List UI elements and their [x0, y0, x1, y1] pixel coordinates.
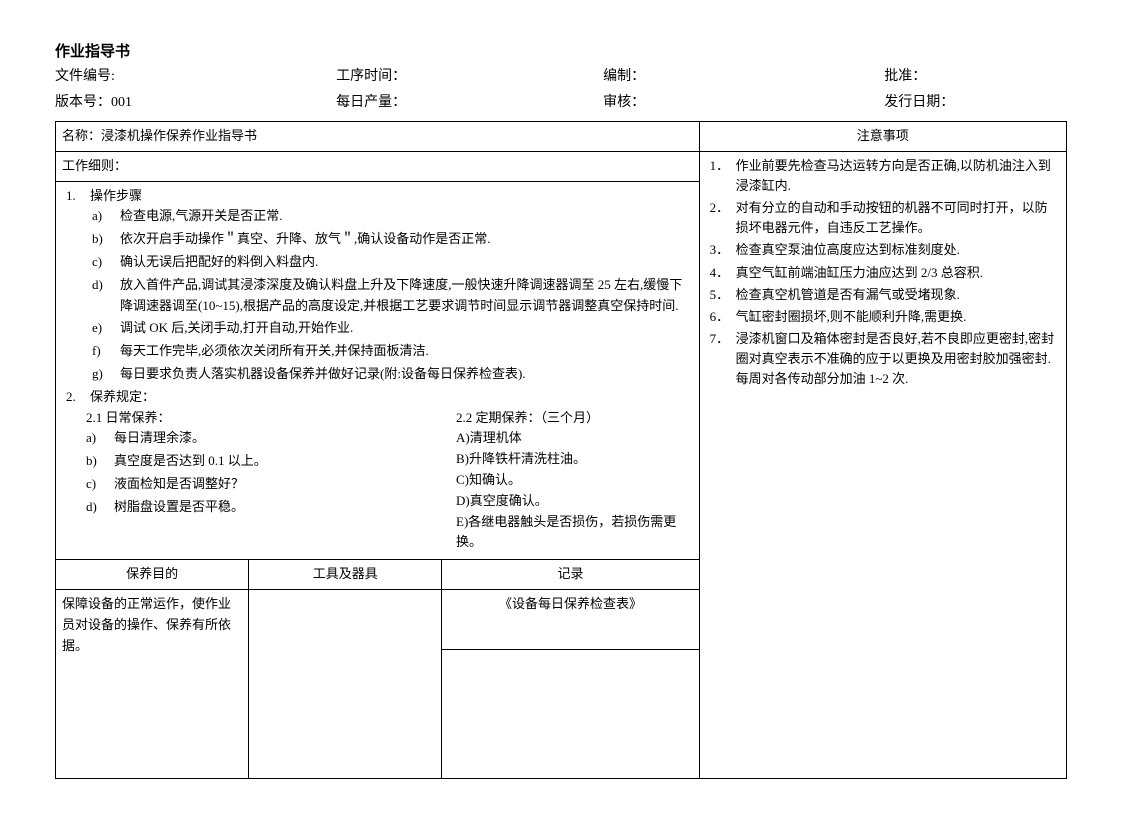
- work-detail-label: 工作细则：: [56, 151, 700, 181]
- work-detail-body: 1.操作步骤 a)检查电源,气源开关是否正常.b)依次开启手动操作＂真空、升降、…: [56, 181, 700, 560]
- notice-item: 3．检查真空泵油位高度应达到标准刻度处.: [710, 240, 1060, 260]
- meta-version: 版本号：001: [55, 91, 336, 111]
- periodic-item: D)真空度确认。: [456, 491, 693, 512]
- notice-item: 2．对有分立的自动和手动按钮的机器不可同时打开，以防损坏电器元件，自违反工艺操作…: [710, 198, 1060, 238]
- meta-approved: 批准：: [884, 65, 1067, 85]
- notice-item: 7．浸漆机窗口及箱体密封是否良好,若不良即应更密封,密封圈对真空表示不准确的应于…: [710, 329, 1060, 389]
- steps-title: 操作步骤: [90, 188, 142, 203]
- subheader-purpose: 保养目的: [56, 560, 249, 590]
- maint-title: 保养规定：: [90, 389, 155, 404]
- meta-row-1: 文件编号: 工序时间： 编制： 批准：: [55, 65, 1067, 85]
- empty-cell: [442, 649, 699, 778]
- step-item: c)确认无误后把配好的料倒入料盘内.: [92, 252, 693, 273]
- step-item: d)放入首件产品,调试其浸漆深度及确认料盘上升及下降速度,一般快速升降调速器调至…: [92, 275, 693, 317]
- periodic-item: B)升降铁杆清洗柱油。: [456, 449, 693, 470]
- meta-file-no: 文件编号:: [55, 65, 336, 85]
- step-item: b)依次开启手动操作＂真空、升降、放气＂,确认设备动作是否正常.: [92, 229, 693, 250]
- section-steps: 1.操作步骤 a)检查电源,气源开关是否正常.b)依次开启手动操作＂真空、升降、…: [66, 186, 693, 385]
- purpose-cell: 保障设备的正常运作，使作业员对设备的操作、保养有所依据。: [56, 589, 249, 778]
- section-maint: 2.保养规定： 2.1 日常保养： a)每日清理余漆。b)真空度是否达到 0.1…: [66, 387, 693, 553]
- document-title: 作业指导书: [55, 40, 1067, 61]
- step-item: e)调试 OK 后,关闭手动,打开自动,开始作业.: [92, 318, 693, 339]
- main-table: 名称：浸漆机操作保养作业指导书 注意事项 工作细则： 1．作业前要先检查马达运转…: [55, 121, 1067, 779]
- periodic-item: A)清理机体: [456, 428, 693, 449]
- meta-row-2: 版本号：001 每日产量： 审核： 发行日期：: [55, 91, 1067, 111]
- meta-issue-date: 发行日期：: [884, 91, 1067, 111]
- notice-item: 4．真空气缸前端油缸压力油应达到 2/3 总容积.: [710, 263, 1060, 283]
- step-item: a)检查电源,气源开关是否正常.: [92, 206, 693, 227]
- notice-item: 6．气缸密封圈损坏,则不能顺利升降,需更换.: [710, 307, 1060, 327]
- meta-prepared: 编制：: [603, 65, 884, 85]
- daily-item: b)真空度是否达到 0.1 以上。: [86, 451, 456, 472]
- daily-item: a)每日清理余漆。: [86, 428, 456, 449]
- record-cell: 《设备每日保养检查表》: [442, 589, 699, 649]
- meta-process-time: 工序时间：: [336, 65, 603, 85]
- periodic-title: 2.2 定期保养：（三个月）: [456, 408, 693, 429]
- subheader-tools: 工具及器具: [249, 560, 442, 590]
- daily-title: 2.1 日常保养：: [86, 408, 456, 429]
- meta-reviewed: 审核：: [603, 91, 884, 111]
- periodic-item: E)各继电器触头是否损伤，若损伤需更换。: [456, 512, 693, 554]
- step-item: g)每日要求负责人落实机器设备保养并做好记录(附:设备每日保养检查表).: [92, 364, 693, 385]
- daily-item: d)树脂盘设置是否平稳。: [86, 497, 456, 518]
- daily-item: c)液面检知是否调整好？: [86, 474, 456, 495]
- subheader-record: 记录: [442, 560, 699, 590]
- notice-title-cell: 注意事项: [699, 122, 1066, 152]
- notice-item: 1．作业前要先检查马达运转方向是否正确,以防机油注入到浸漆缸内.: [710, 156, 1060, 196]
- tools-cell: [249, 589, 442, 778]
- step-item: f)每天工作完毕,必须依次关闭所有开关,并保持面板清洁.: [92, 341, 693, 362]
- notice-body: 1．作业前要先检查马达运转方向是否正确,以防机油注入到浸漆缸内.2．对有分立的自…: [699, 151, 1066, 778]
- name-cell: 名称：浸漆机操作保养作业指导书: [56, 122, 700, 152]
- periodic-item: C)知确认。: [456, 470, 693, 491]
- meta-daily-output: 每日产量：: [336, 91, 603, 111]
- notice-item: 5．检查真空机管道是否有漏气或受堵现象.: [710, 285, 1060, 305]
